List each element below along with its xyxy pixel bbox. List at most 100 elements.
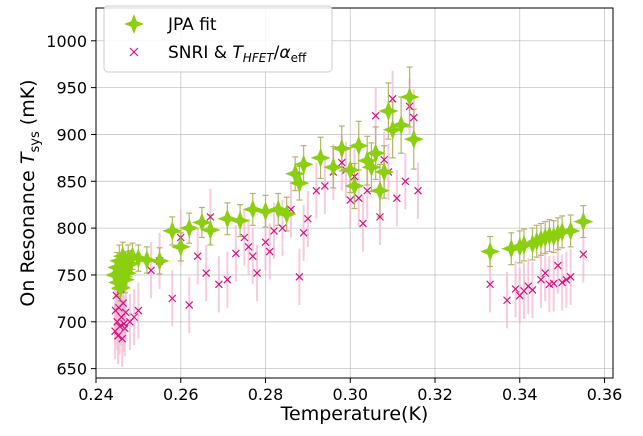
jpa-point — [108, 272, 129, 293]
y-axis-label-suffix: (mK) — [17, 79, 39, 131]
y-tick-label: 650 — [56, 360, 87, 379]
jpa-point — [230, 210, 251, 231]
snri-point — [392, 194, 401, 203]
jpa-point — [285, 163, 306, 184]
jpa-point — [109, 250, 130, 271]
snri-point — [299, 228, 308, 237]
legend-snri-div: α — [279, 43, 290, 63]
snri-point — [354, 194, 363, 203]
jpa-point — [217, 208, 238, 229]
jpa-point — [378, 101, 399, 122]
snri-point — [168, 294, 177, 303]
y-axis-label-prefix: On Resonance — [17, 164, 39, 307]
jpa-point — [365, 143, 386, 164]
snri-point — [376, 212, 384, 221]
snri-point — [562, 275, 571, 284]
legend-jpa-marker — [124, 14, 144, 34]
snri-point — [388, 94, 397, 103]
legend-snri-prefix: SNRI & — [168, 43, 232, 63]
legend-snri-slash: / — [274, 43, 280, 63]
jpa-series — [105, 86, 594, 299]
jpa-point — [361, 157, 382, 178]
y-tick-label: 850 — [56, 172, 87, 191]
snri-point — [537, 275, 545, 284]
jpa-point — [122, 246, 143, 267]
snri-point — [401, 177, 410, 186]
snri-point — [337, 158, 346, 167]
legend-box — [103, 5, 333, 73]
snri-point — [312, 186, 321, 195]
x-tick-label: 0.28 — [248, 385, 284, 404]
snri-point — [278, 224, 287, 233]
jpa-point — [344, 175, 365, 196]
jpa-point — [560, 220, 581, 241]
snri-point — [206, 212, 215, 221]
jpa-point — [170, 236, 191, 257]
x-tick-label: 0.24 — [78, 385, 114, 404]
snri-point — [134, 306, 143, 315]
snri-point — [248, 252, 257, 261]
jpa-point — [289, 173, 310, 194]
y-tick-label: 950 — [56, 79, 87, 98]
jpa-point — [110, 278, 131, 299]
snri-point — [553, 261, 562, 270]
jpa-point — [340, 160, 361, 181]
snri-point — [295, 272, 304, 281]
jpa-point — [242, 199, 263, 220]
snri-point — [359, 219, 367, 228]
y-tick-label: 1000 — [46, 32, 87, 51]
jpa-point — [501, 238, 522, 259]
y-tick-label: 750 — [56, 266, 87, 285]
jpa-point — [369, 180, 390, 201]
snri-point — [185, 301, 194, 309]
snri-point — [223, 275, 232, 284]
legend: JPA fit SNRI & THFET/αeff — [103, 5, 333, 73]
jpa-point — [323, 157, 344, 178]
jpa-point — [268, 199, 289, 220]
snri-point — [120, 324, 129, 333]
jpa-point — [114, 269, 135, 290]
jpa-point — [111, 266, 132, 287]
snri-point — [147, 266, 156, 275]
jpa-point — [149, 250, 170, 271]
jpa-point — [543, 226, 564, 247]
jpa-point — [573, 211, 594, 232]
snri-point — [121, 308, 130, 317]
snri-point — [371, 111, 380, 120]
jpa-point — [179, 218, 200, 239]
jpa-point — [399, 86, 420, 107]
jpa-point — [191, 212, 212, 233]
legend-snri-div-sub: eff — [291, 51, 307, 65]
snri-point — [118, 334, 127, 343]
jpa-point — [105, 264, 126, 285]
jpa-point — [162, 220, 183, 241]
legend-jpa-diamond — [124, 14, 144, 34]
jpa-point — [107, 257, 128, 278]
jpa-point — [310, 147, 331, 168]
legend-snri-marker — [129, 47, 139, 57]
legend-jpa-label: JPA fit — [167, 15, 217, 35]
snri-point — [112, 291, 121, 300]
snri-point — [528, 286, 537, 294]
x-tick-label: 0.32 — [417, 385, 453, 404]
snri-point — [253, 269, 261, 278]
legend-snri-sub: HFET — [243, 51, 276, 65]
jpa-point — [293, 154, 314, 175]
jpa-point — [113, 260, 134, 281]
axis-ticks: 0.24 0.26 0.28 0.30 0.32 0.34 0.36 650 700 750 800… — [46, 32, 622, 404]
jpa-point — [357, 150, 378, 171]
jpa-point — [128, 248, 149, 269]
snri-point — [414, 186, 422, 195]
jpa-point — [374, 161, 395, 182]
snri-point — [202, 269, 211, 278]
jpa-point — [552, 221, 573, 242]
jpa-point — [119, 253, 140, 274]
snri-point — [346, 196, 355, 204]
legend-snri-var: T — [232, 43, 244, 63]
snri-point — [503, 296, 511, 305]
y-axis-label-var: T — [17, 151, 39, 164]
x-tick-label: 0.36 — [587, 385, 623, 404]
snri-point — [511, 285, 520, 293]
snri-point — [409, 113, 418, 122]
